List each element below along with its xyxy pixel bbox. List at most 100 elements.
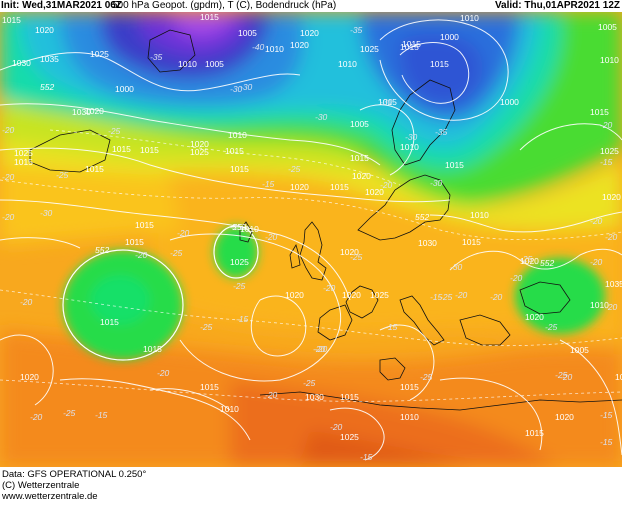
isotherm-label: -25	[440, 292, 453, 302]
isotherm-label: -40	[252, 42, 265, 52]
isobar-label: 1005	[598, 22, 617, 32]
isobar-label: 1015	[230, 164, 249, 174]
isobar-label: 1030	[305, 392, 324, 402]
isobar-label: 1025	[340, 432, 359, 442]
isobar-label: 1015	[400, 42, 419, 52]
isotherm-label: -20	[265, 390, 278, 400]
isotherm-label: -20	[590, 216, 603, 226]
isotherm-label: -20	[20, 297, 33, 307]
isotherm-label: -20	[590, 257, 603, 267]
geopotential-label: 552	[95, 245, 109, 255]
isotherm-label: -30	[430, 178, 443, 188]
isobar-label: 1015	[330, 182, 349, 192]
isobar-label: 1010	[470, 210, 489, 220]
isobar-label: 1020	[20, 372, 39, 382]
isobar-label: 1005	[570, 345, 589, 355]
isotherm-label: -25	[233, 281, 246, 291]
isobar-label: 1020	[602, 192, 621, 202]
geopotential-label: 552	[415, 212, 429, 222]
isobar-label: 1015	[85, 164, 104, 174]
isotherm-label: -20	[157, 368, 170, 378]
isobar-label: 1025	[90, 49, 109, 59]
isobar-label: 1010	[400, 142, 419, 152]
isotherm-label: -35	[435, 127, 448, 137]
isobar-label: 1035	[605, 279, 622, 289]
isotherm-label: -20	[605, 232, 618, 242]
isobar-label: 1015	[340, 392, 359, 402]
map-header: Init: Wed,31MAR2021 06Z 500 hPa Geopot. …	[0, 0, 622, 12]
isotherm-label: -15	[600, 437, 613, 447]
init-time: Init: Wed,31MAR2021 06Z	[1, 0, 122, 11]
isobar-label: 1020	[300, 28, 319, 38]
isobar-label: 1020	[85, 106, 104, 116]
isotherm-label: -25	[200, 322, 213, 332]
isotherm-label: -20	[135, 250, 148, 260]
isotherm-label: -30	[405, 132, 418, 142]
isobar-label: 1015	[143, 344, 162, 354]
weather-map-canvas: 1015 1020 1025 1030 1035 1000 1005 1010 1005 1010…	[0, 12, 622, 467]
isobar-label: 1010	[265, 44, 284, 54]
isobar-label: 1020	[35, 25, 54, 35]
isotherm-label: -20	[380, 180, 393, 190]
isobar-label: 1030	[12, 58, 31, 68]
isobar-label: 1000	[500, 97, 519, 107]
isobar-label: 1020	[555, 412, 574, 422]
isobar-label: 1015	[445, 160, 464, 170]
isotherm-label: -25	[420, 372, 433, 382]
isobar-label: 1020	[365, 187, 384, 197]
weather-map: 1015 1020 1025 1030 1035 1000 1005 1010 1005 1010…	[0, 12, 622, 467]
isobar-label: 1010	[400, 412, 419, 422]
isobar-label: 1005	[238, 28, 257, 38]
geopotential-label: 552	[540, 258, 554, 268]
isotherm-label: -20	[30, 412, 43, 422]
isobar-label: 1020	[290, 182, 309, 192]
isotherm-label: -15	[430, 292, 443, 302]
isobar-label: 1015	[615, 372, 622, 382]
isotherm-label: -25	[303, 378, 316, 388]
isobar-label: 1015	[430, 59, 449, 69]
website-link[interactable]: www.wetterzentrale.de	[2, 491, 98, 502]
isobar-label: 1015	[112, 144, 131, 154]
isobar-label: 1010	[600, 55, 619, 65]
isotherm-label: -30	[230, 84, 243, 94]
isotherm-label: -15	[95, 410, 108, 420]
isobar-label: 1015	[140, 145, 159, 155]
isobar-label: 1005	[205, 59, 224, 69]
isotherm-label: -20	[177, 228, 190, 238]
isobar-label: 1025	[600, 146, 619, 156]
isobar-label: 1020	[340, 247, 359, 257]
isotherm-label: -15	[600, 157, 613, 167]
isobar-label: 1020	[520, 256, 539, 266]
isobar-label: 1015	[378, 97, 397, 107]
isotherm-label: -35	[350, 25, 363, 35]
map-footer: Data: GFS OPERATIONAL 0.250° (C) Wetterz…	[0, 467, 622, 502]
isobar-label: 1015	[350, 153, 369, 163]
isobar-label: 1030	[418, 238, 437, 248]
isobars	[0, 19, 622, 461]
isotherm-label: -30	[315, 112, 328, 122]
isobar-label: 1025	[230, 257, 249, 267]
isobar-label: 1015	[14, 157, 33, 167]
isobar-label: 1015	[225, 146, 244, 156]
isotherm-label: -25	[230, 222, 243, 232]
copyright: (C) Wetterzentrale	[2, 480, 80, 491]
isotherm-label: -25	[108, 126, 121, 136]
isotherm-label: -15	[262, 179, 275, 189]
isobar-label: 1015	[100, 317, 119, 327]
isotherm-label: -20	[2, 212, 15, 222]
isotherm-label: -35	[150, 52, 163, 62]
isobar-label: 1010	[338, 59, 357, 69]
isobar-label: 1035	[40, 54, 59, 64]
isotherm-label: -25	[350, 252, 363, 262]
data-source: Data: GFS OPERATIONAL 0.250°	[2, 469, 147, 480]
isobar-label: 1010	[590, 300, 609, 310]
map-title: 500 hPa Geopot. (gpdm), T (C), Bodendruc…	[112, 0, 337, 11]
isotherm-label: -15	[360, 452, 373, 462]
isotherm-label: -20	[605, 302, 618, 312]
isotherm-label: -15	[600, 410, 613, 420]
isobar-label: 1010	[178, 59, 197, 69]
isobar-label: 1030	[72, 107, 91, 117]
isotherm-label: -15	[385, 322, 398, 332]
isobar-label: 1010	[228, 130, 247, 140]
isobar-label: 1015	[590, 107, 609, 117]
